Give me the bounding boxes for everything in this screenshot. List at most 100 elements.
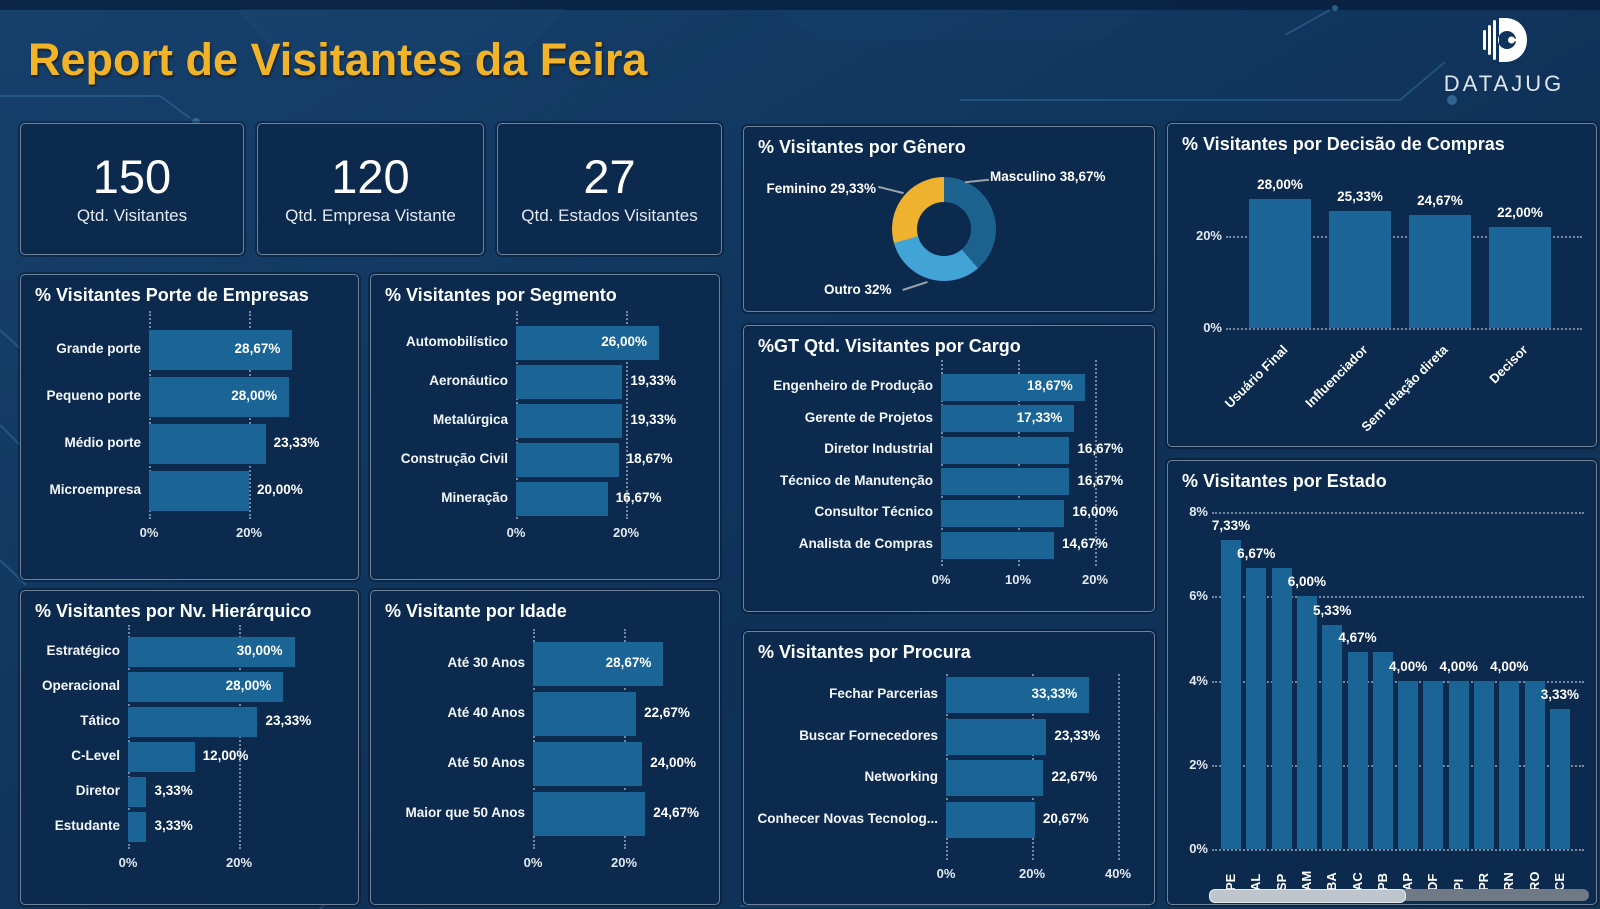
bar-tatico[interactable] bbox=[128, 707, 258, 737]
bar-pi[interactable] bbox=[1448, 680, 1469, 849]
datajug-logo-icon bbox=[1483, 18, 1527, 62]
chart-title-genero: % Visitantes por Gênero bbox=[758, 137, 966, 157]
chart-title-cargo: %GT Qtd. Visitantes por Cargo bbox=[758, 336, 1021, 356]
bar-pe[interactable] bbox=[1221, 540, 1241, 849]
category-label-ro: RO bbox=[1526, 871, 1542, 892]
bar-grande-porte[interactable] bbox=[149, 330, 293, 370]
value-label-metalurgica: 19,33% bbox=[630, 412, 677, 427]
bar-usuario-final[interactable] bbox=[1249, 199, 1311, 328]
value-label-fechar-parcerias: 33,33% bbox=[1031, 686, 1078, 701]
bar-ate-50-anos[interactable] bbox=[533, 742, 643, 786]
category-label-c-level: C-Level bbox=[71, 748, 120, 763]
kpi-value-estados: 27 bbox=[583, 149, 636, 203]
bar-df[interactable] bbox=[1423, 680, 1444, 849]
bar-estudante[interactable] bbox=[128, 812, 147, 842]
gridline bbox=[533, 629, 535, 849]
value-label-rn: 4,00% bbox=[1490, 658, 1529, 674]
value-label-ate-30-anos: 28,67% bbox=[605, 655, 652, 670]
gridline bbox=[1212, 680, 1584, 683]
bar-aeronautico[interactable] bbox=[516, 365, 623, 399]
y-axis-tick-0%: 0% bbox=[1203, 320, 1222, 335]
bar-c-level[interactable] bbox=[128, 742, 195, 772]
value-label-estrategico: 30,00% bbox=[236, 643, 283, 658]
value-label-ba: 5,33% bbox=[1313, 602, 1352, 618]
chart-card-procura: % Visitantes por Procura 0% 20% 40% Fechar P… bbox=[743, 631, 1155, 905]
bar-ba[interactable] bbox=[1322, 624, 1343, 849]
bar-estrategico[interactable] bbox=[128, 637, 295, 667]
bar-microempresa[interactable] bbox=[149, 471, 249, 511]
category-label-ce: CE bbox=[1551, 872, 1567, 891]
value-label-ate-50-anos: 24,00% bbox=[650, 755, 696, 770]
bar-analista-de-compras[interactable] bbox=[941, 531, 1054, 559]
bar-rn[interactable] bbox=[1499, 680, 1520, 849]
category-label-ap: AP bbox=[1400, 872, 1416, 891]
bar-automobilistico[interactable] bbox=[516, 326, 659, 360]
kpi-value-empresas: 120 bbox=[331, 149, 410, 203]
value-label-medio-porte: 23,33% bbox=[273, 435, 320, 450]
bar-pequeno-porte[interactable] bbox=[149, 377, 289, 417]
value-label-analista-de-compras: 14,67% bbox=[1061, 536, 1108, 551]
bar-sp[interactable] bbox=[1271, 568, 1292, 849]
bar-consultor-tecnico[interactable] bbox=[941, 499, 1065, 527]
category-label-microempresa: Microempresa bbox=[49, 482, 141, 497]
bar-ap[interactable] bbox=[1398, 680, 1419, 849]
brand-logo: DATAJUG bbox=[1434, 16, 1574, 97]
bar-al[interactable] bbox=[1246, 568, 1267, 849]
bar-mineracao[interactable] bbox=[516, 482, 608, 516]
value-label-sem-relacao-direta: 24,67% bbox=[1417, 192, 1463, 208]
gridline bbox=[128, 625, 130, 849]
bar-conhecer-novas-tecnolog[interactable] bbox=[946, 801, 1035, 838]
bar-decisor[interactable] bbox=[1489, 226, 1551, 328]
bar-pb[interactable] bbox=[1372, 652, 1393, 849]
bar-am[interactable] bbox=[1296, 596, 1317, 849]
bar-engenheiro-de-producao[interactable] bbox=[941, 373, 1085, 401]
bar-construcao-civil[interactable] bbox=[516, 443, 619, 477]
category-label-automobilistico: Automobilístico bbox=[406, 334, 508, 349]
bar-ac[interactable] bbox=[1347, 652, 1368, 849]
bar-influenciador[interactable] bbox=[1329, 211, 1391, 328]
bar-diretor[interactable] bbox=[128, 777, 147, 807]
value-label-usuario-final: 28,00% bbox=[1257, 177, 1303, 193]
chart-card-porte: % Visitantes Porte de Empresas 0% 20% Grand… bbox=[20, 274, 359, 580]
x-axis-tick-20%: 20% bbox=[1081, 572, 1109, 587]
value-label-buscar-fornecedores: 23,33% bbox=[1054, 727, 1101, 743]
bar-medio-porte[interactable] bbox=[149, 424, 266, 464]
bar-tecnico-de-manutencao[interactable] bbox=[941, 468, 1070, 496]
x-axis-tick-0%: 0% bbox=[118, 855, 138, 870]
category-label-ate-40-anos: Até 40 Anos bbox=[447, 705, 525, 720]
category-label-pb: PB bbox=[1374, 872, 1390, 891]
x-axis-tick-0%: 0% bbox=[139, 525, 159, 540]
bar-ce[interactable] bbox=[1549, 708, 1570, 849]
leader-line-feminino bbox=[878, 185, 904, 194]
value-label-pequeno-porte: 28,00% bbox=[231, 388, 277, 403]
category-label-estrategico: Estratégico bbox=[46, 643, 120, 658]
x-axis-tick-10%: 10% bbox=[1004, 572, 1032, 587]
bar-operacional[interactable] bbox=[128, 672, 284, 702]
category-label-pr: PR bbox=[1476, 872, 1491, 891]
category-label-estudante: Estudante bbox=[54, 818, 120, 833]
category-label-conhecer-novas-tecnolog: Conhecer Novas Tecnolog... bbox=[757, 810, 938, 826]
chart-card-cargo: %GT Qtd. Visitantes por Cargo 0% 10% 20% Eng… bbox=[743, 325, 1155, 612]
value-label-diretor-industrial: 16,67% bbox=[1077, 441, 1124, 457]
category-label-tatico: Tático bbox=[80, 713, 120, 728]
bar-ate-30-anos[interactable] bbox=[533, 642, 664, 686]
bar-fechar-parcerias[interactable] bbox=[946, 677, 1090, 713]
bar-networking[interactable] bbox=[946, 760, 1044, 796]
bar-metalurgica[interactable] bbox=[516, 404, 623, 438]
bar-ro[interactable] bbox=[1524, 680, 1545, 849]
bar-sem-relacao-direta[interactable] bbox=[1409, 214, 1471, 328]
bar-gerente-de-projetos[interactable] bbox=[941, 405, 1075, 433]
y-axis-tick-8%: 8% bbox=[1189, 504, 1208, 520]
estado-scrollbar-thumb[interactable] bbox=[1209, 888, 1406, 903]
category-label-ba: BA bbox=[1324, 872, 1340, 891]
bar-ate-40-anos[interactable] bbox=[533, 692, 637, 736]
category-label-am: AM bbox=[1298, 870, 1314, 891]
x-axis-tick-0%: 0% bbox=[506, 525, 526, 540]
bar-buscar-fornecedores[interactable] bbox=[946, 718, 1047, 755]
bar-pr[interactable] bbox=[1474, 680, 1494, 849]
bar-diretor-industrial[interactable] bbox=[941, 436, 1070, 464]
bar-maior-que-50-anos[interactable] bbox=[533, 792, 646, 836]
y-axis-tick-20%: 20% bbox=[1195, 228, 1222, 243]
category-label-networking: Networking bbox=[864, 769, 938, 784]
